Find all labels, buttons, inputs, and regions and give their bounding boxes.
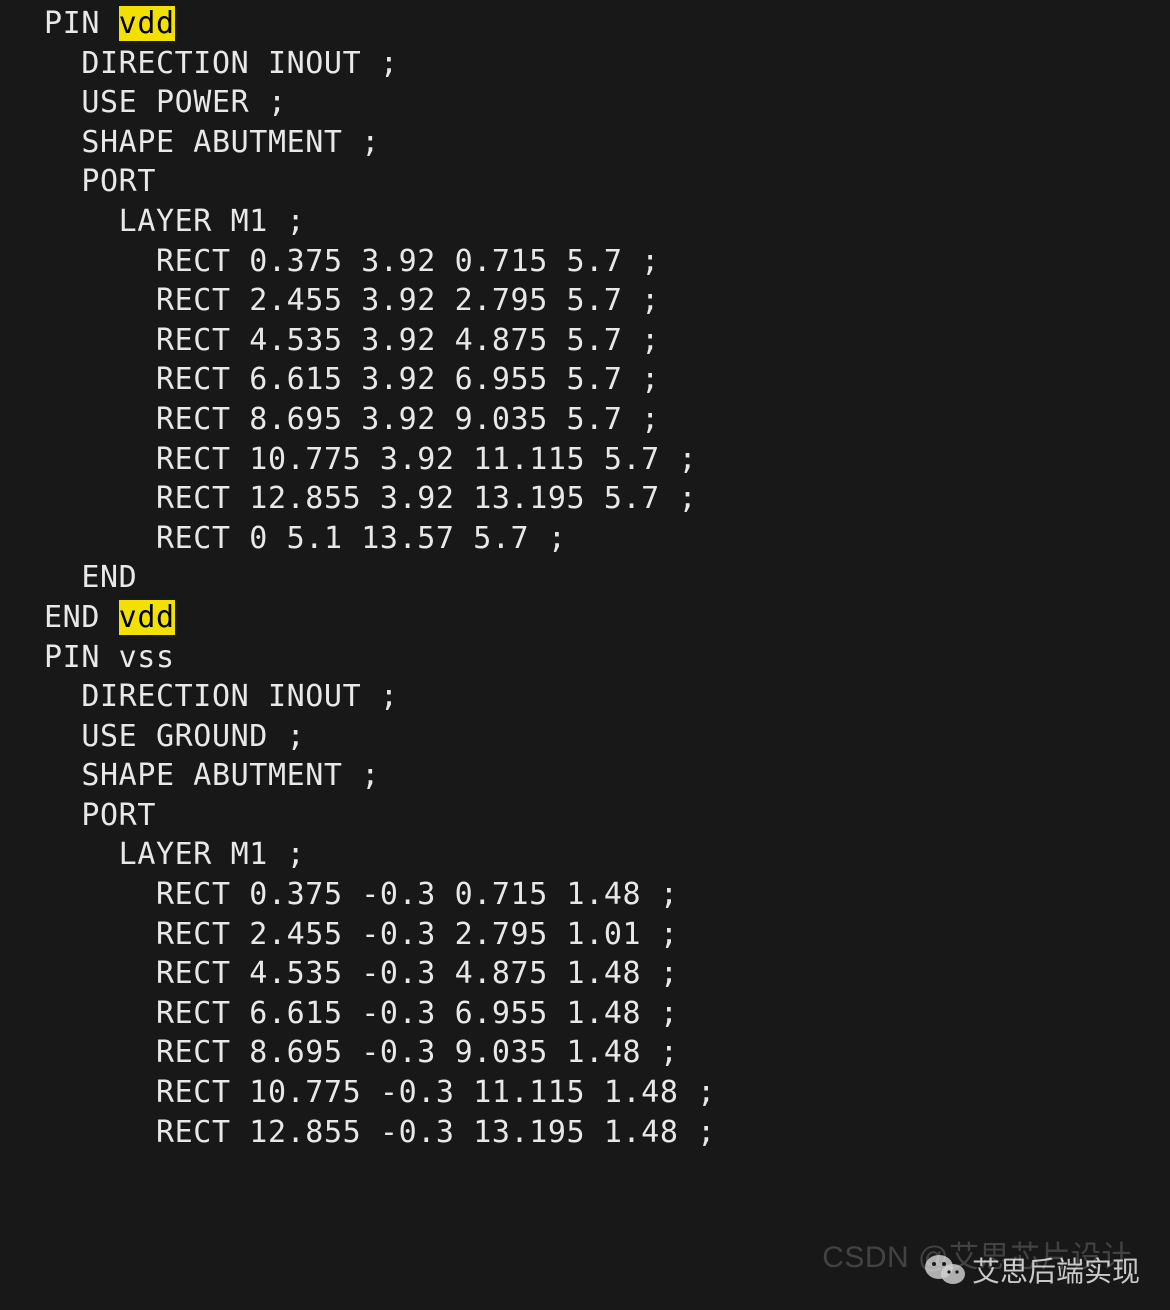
code-line: LAYER M1 ; — [0, 835, 1170, 875]
code-line: SHAPE ABUTMENT ; — [0, 756, 1170, 796]
code-line: RECT 12.855 -0.3 13.195 1.48 ; — [0, 1113, 1170, 1153]
code-line: RECT 6.615 -0.3 6.955 1.48 ; — [0, 994, 1170, 1034]
code-line: END vdd — [0, 598, 1170, 638]
highlighted-term: vdd — [119, 600, 175, 635]
code-line: LAYER M1 ; — [0, 202, 1170, 242]
code-line: END — [0, 558, 1170, 598]
code-line: SHAPE ABUTMENT ; — [0, 123, 1170, 163]
code-line: DIRECTION INOUT ; — [0, 677, 1170, 717]
code-line: PORT — [0, 162, 1170, 202]
code-line: RECT 6.615 3.92 6.955 5.7 ; — [0, 360, 1170, 400]
code-line: RECT 8.695 3.92 9.035 5.7 ; — [0, 400, 1170, 440]
code-line: RECT 12.855 3.92 13.195 5.7 ; — [0, 479, 1170, 519]
code-line: DIRECTION INOUT ; — [0, 44, 1170, 84]
code-line: PIN vdd — [0, 4, 1170, 44]
code-line: RECT 0.375 -0.3 0.715 1.48 ; — [0, 875, 1170, 915]
code-line: RECT 4.535 -0.3 4.875 1.48 ; — [0, 954, 1170, 994]
code-line: RECT 2.455 3.92 2.795 5.7 ; — [0, 281, 1170, 321]
code-line: USE POWER ; — [0, 83, 1170, 123]
code-line: RECT 8.695 -0.3 9.035 1.48 ; — [0, 1033, 1170, 1073]
code-line: PIN vss — [0, 638, 1170, 678]
code-line: RECT 10.775 -0.3 11.115 1.48 ; — [0, 1073, 1170, 1113]
code-line: RECT 0 5.1 13.57 5.7 ; — [0, 519, 1170, 559]
code-line: USE GROUND ; — [0, 717, 1170, 757]
highlighted-term: vdd — [119, 6, 175, 41]
code-line: RECT 10.775 3.92 11.115 5.7 ; — [0, 440, 1170, 480]
code-line: RECT 4.535 3.92 4.875 5.7 ; — [0, 321, 1170, 361]
code-line: RECT 2.455 -0.3 2.795 1.01 ; — [0, 915, 1170, 955]
terminal-code-view: PIN vdd DIRECTION INOUT ; USE POWER ; SH… — [0, 0, 1170, 1310]
code-line: PORT — [0, 796, 1170, 836]
code-line: RECT 0.375 3.92 0.715 5.7 ; — [0, 242, 1170, 282]
